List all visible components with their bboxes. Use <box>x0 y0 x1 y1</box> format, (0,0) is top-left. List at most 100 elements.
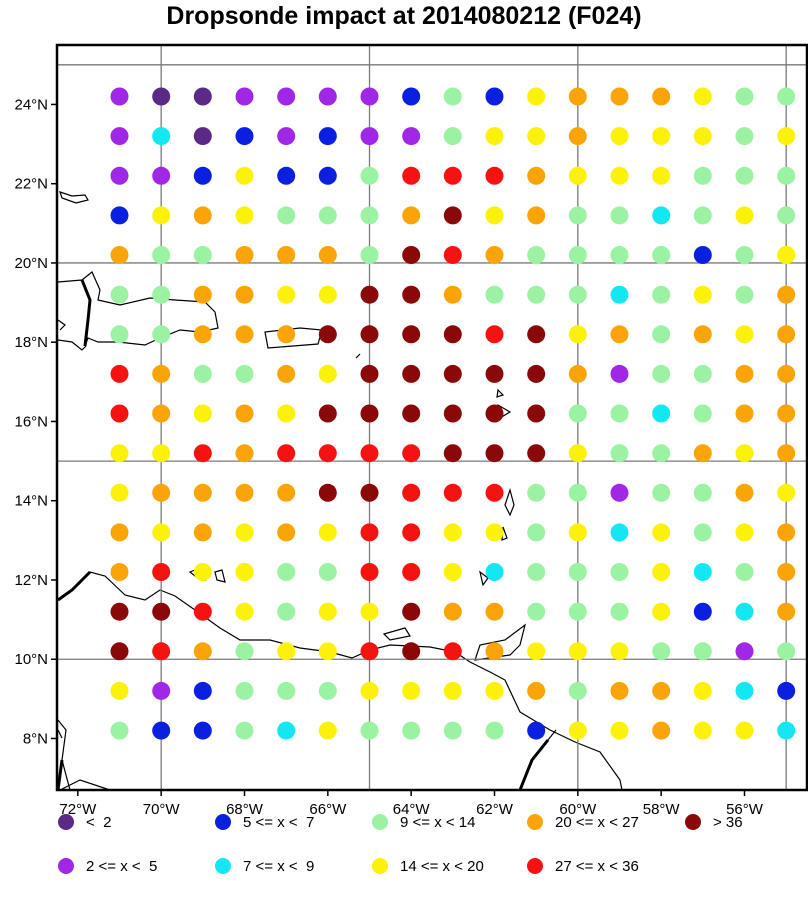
map-title: Dropsonde impact at 2014080212 (F024) <box>166 2 642 30</box>
impact-point <box>693 563 712 581</box>
impact-point <box>152 127 171 146</box>
impact-point <box>443 87 462 106</box>
coastline-segment <box>57 571 623 791</box>
impact-point <box>777 404 796 423</box>
impact-point <box>527 246 546 264</box>
impact-point <box>443 246 462 264</box>
border-line <box>57 570 92 602</box>
impact-point <box>568 285 587 304</box>
impact-point <box>693 523 712 542</box>
coastline-segment <box>479 570 489 587</box>
impact-point <box>735 681 754 700</box>
impact-point <box>318 285 337 304</box>
impact-point <box>610 206 629 225</box>
impact-point <box>693 364 712 383</box>
impact-point <box>318 721 337 740</box>
impact-point <box>777 602 796 621</box>
impact-point <box>777 285 796 304</box>
impact-point <box>777 642 796 661</box>
border-line <box>518 739 550 791</box>
impact-point <box>443 364 462 383</box>
impact-point <box>443 404 462 423</box>
border-line <box>56 759 64 791</box>
impact-point <box>527 87 546 106</box>
impact-point <box>652 602 671 621</box>
impact-point <box>443 127 462 146</box>
impact-point <box>277 602 296 621</box>
impact-point <box>360 166 379 185</box>
impact-point <box>485 246 504 264</box>
impact-point <box>568 166 587 185</box>
impact-point <box>193 364 212 383</box>
impact-point <box>277 483 296 502</box>
impact-point <box>527 681 546 700</box>
impact-point <box>193 602 212 621</box>
impact-point <box>652 642 671 661</box>
impact-point <box>652 206 671 225</box>
impact-point <box>235 364 254 383</box>
impact-point <box>152 166 171 185</box>
impact-point <box>735 404 754 423</box>
impact-point <box>277 721 296 740</box>
impact-point <box>235 206 254 225</box>
impact-point <box>277 166 296 185</box>
impact-point <box>360 681 379 700</box>
impact-point <box>235 166 254 185</box>
impact-point <box>235 325 254 344</box>
impact-point <box>610 602 629 621</box>
axis-ticks <box>51 103 746 796</box>
impact-point <box>693 681 712 700</box>
impact-point <box>610 681 629 700</box>
lon-tick-label: 60°W <box>559 801 597 818</box>
impact-point <box>110 285 129 304</box>
lat-tick-label: 14°N <box>14 493 48 510</box>
impact-point <box>193 206 212 225</box>
impact-point <box>277 681 296 700</box>
impact-point <box>652 563 671 581</box>
coastline-segment <box>57 729 63 739</box>
impact-point <box>527 642 546 661</box>
lon-tick-label: 64°W <box>393 801 431 818</box>
impact-point <box>277 523 296 542</box>
impact-point <box>735 523 754 542</box>
impact-point <box>402 87 421 106</box>
impact-point <box>193 681 212 700</box>
lat-lon-gridlines <box>57 45 807 790</box>
impact-point <box>568 404 587 423</box>
impact-point <box>110 325 129 344</box>
impact-point <box>777 721 796 740</box>
lat-tick-label: 16°N <box>14 413 48 430</box>
impact-point <box>152 444 171 463</box>
impact-point <box>652 127 671 146</box>
impact-point <box>110 602 129 621</box>
impact-point <box>652 166 671 185</box>
lat-tick-label: 24°N <box>14 96 48 113</box>
impact-point <box>110 364 129 383</box>
impact-point <box>110 523 129 542</box>
impact-point <box>235 721 254 740</box>
impact-point <box>527 721 546 740</box>
impact-point <box>527 127 546 146</box>
impact-point <box>652 483 671 502</box>
lon-tick-label: 68°W <box>226 801 264 818</box>
impact-point <box>568 483 587 502</box>
impact-point <box>110 642 129 661</box>
impact-point <box>735 87 754 106</box>
impact-point <box>485 87 504 106</box>
impact-point <box>318 87 337 106</box>
impact-point <box>777 87 796 106</box>
coastline-segment <box>496 388 505 398</box>
impact-point <box>360 127 379 146</box>
impact-point <box>402 246 421 264</box>
impact-point <box>235 285 254 304</box>
impact-point <box>693 127 712 146</box>
impact-point <box>485 642 504 661</box>
impact-point <box>152 325 171 344</box>
impact-point <box>777 246 796 264</box>
impact-point <box>485 364 504 383</box>
impact-point <box>318 364 337 383</box>
impact-point <box>235 602 254 621</box>
impact-point <box>568 444 587 463</box>
impact-point <box>610 483 629 502</box>
impact-point <box>193 483 212 502</box>
